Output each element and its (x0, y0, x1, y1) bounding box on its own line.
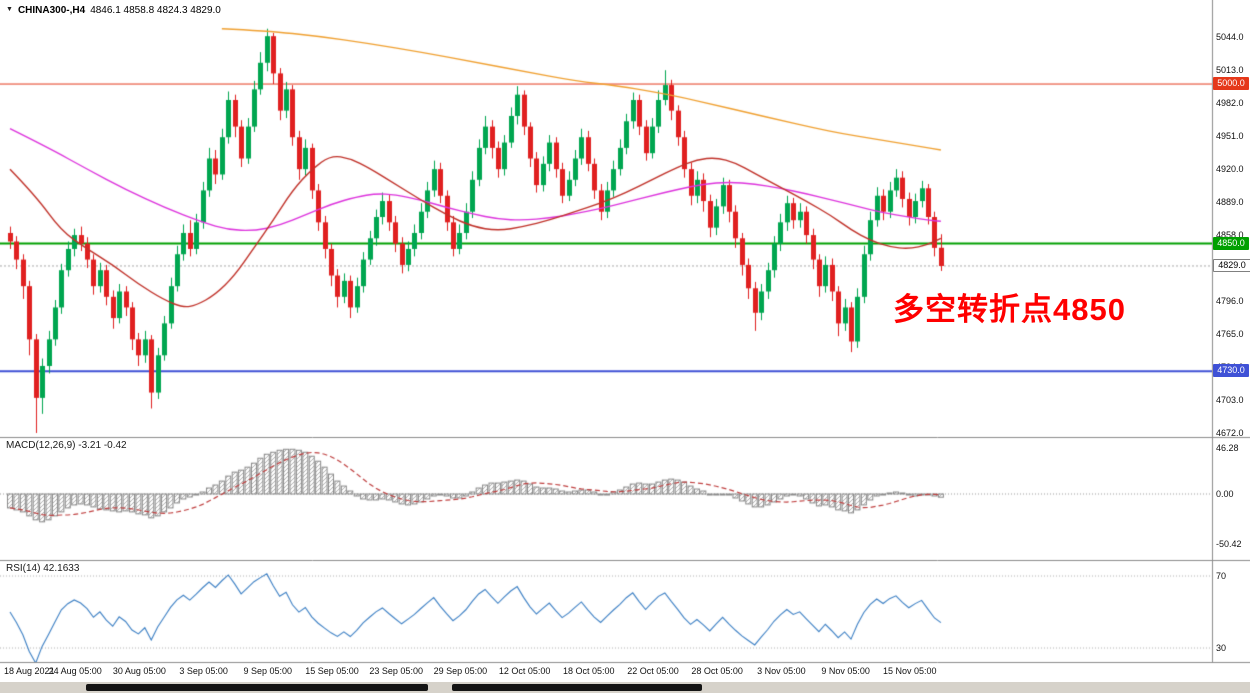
price-level-badge-4730: 4730.0 (1213, 364, 1249, 378)
ohlc-quote-label: 4846.1 4858.8 4824.3 4829.0 (90, 4, 221, 16)
time-label: 9 Sep 05:00 (243, 666, 293, 676)
price-tick: 4858.0 (1216, 230, 1244, 241)
price-tick: 4703.0 (1216, 395, 1244, 405)
time-label: 18 Oct 05:00 (563, 666, 615, 676)
price-level-badge-4850: 4850.0 (1213, 236, 1249, 250)
price-tick: 4982.0 (1216, 98, 1244, 109)
time-label: 18 Aug 2021 (4, 666, 55, 676)
time-label: 23 Sep 05:00 (369, 666, 423, 676)
time-label: 9 Nov 05:00 (821, 666, 870, 676)
price-tick: 5013.0 (1216, 65, 1244, 76)
time-label: 22 Oct 05:00 (627, 666, 679, 676)
time-label: 3 Sep 05:00 (179, 666, 228, 676)
price-tick: 4796.0 (1216, 296, 1244, 307)
price-tick: 4765.0 (1216, 329, 1244, 340)
price-tick: 5044.0 (1216, 32, 1244, 43)
price-axis[interactable]: 5044.0 5013.0 4982.0 4951.0 4920.0 4889.0 4858… (1212, 0, 1250, 662)
price-tick: 4920.0 (1216, 164, 1244, 175)
macd-indicator-label: MACD(12,26,9) -3.21 -0.42 (6, 440, 127, 451)
chevron-down-icon[interactable]: ▼ (6, 6, 13, 13)
price-tick: 4672.0 (1216, 427, 1244, 438)
time-label: 29 Sep 05:00 (433, 666, 488, 676)
time-label: 12 Oct 05:00 (498, 666, 551, 676)
rsi-level-tick: 30 (1216, 643, 1227, 653)
time-label: 28 Oct 05:00 (691, 666, 743, 676)
time-label: 24 Aug 05:00 (48, 666, 102, 676)
macd-tick: 46.28 (1216, 443, 1239, 453)
time-label: 15 Nov 05:00 (883, 666, 937, 676)
taskbar-segment-right (452, 684, 702, 691)
time-label: 3 Nov 05:00 (757, 666, 806, 676)
symbol-info-bar: ▼ CHINA300-,H4 4846.1 4858.8 4824.3 4829… (6, 3, 221, 17)
taskbar-segment-left (86, 684, 428, 691)
macd-tick: -50.42 (1216, 539, 1242, 550)
time-label: 30 Aug 05:00 (112, 666, 166, 676)
price-level-badge-5000: 5000.0 (1213, 77, 1249, 91)
macd-tick: 0.00 (1216, 489, 1234, 499)
bottom-strip (0, 682, 1250, 693)
time-axis[interactable]: 18 Aug 2021 24 Aug 05:00 30 Aug 05:00 3 Sep… (0, 666, 1250, 680)
rsi-indicator-label: RSI(14) 42.1633 (6, 563, 80, 574)
price-tick: 4889.0 (1216, 197, 1244, 208)
current-price-badge: 4829.0 (1213, 258, 1250, 272)
rsi-level-tick: 70 (1216, 571, 1227, 581)
chart-annotation-text: 多空转折点4850 (893, 292, 1126, 327)
time-label: 15 Sep 05:00 (305, 666, 359, 676)
price-tick: 4951.0 (1216, 131, 1244, 142)
symbol-timeframe-label: CHINA300-,H4 (17, 4, 86, 16)
